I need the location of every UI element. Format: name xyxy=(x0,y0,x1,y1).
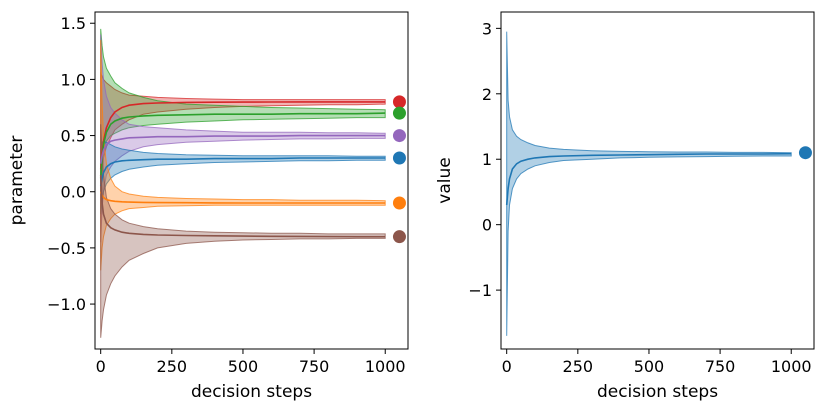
right-x-axis-ticks: 0 250 500 750 1000 xyxy=(502,349,812,376)
right-blue-band xyxy=(506,31,792,336)
left-x-axis-label: decision steps xyxy=(191,382,312,402)
left-green-target-point xyxy=(392,106,406,120)
left-x-tick-label: 0 xyxy=(96,357,106,376)
right-chart-panel: 0 250 500 750 1000 −1 0 1 2 3 decision steps val… xyxy=(435,11,815,402)
left-brown-target-point xyxy=(392,230,406,244)
right-y-axis-label: value xyxy=(435,157,455,203)
left-x-tick-label: 500 xyxy=(228,357,259,376)
right-blue-target-point xyxy=(798,146,812,160)
left-y-tick-label: −1.0 xyxy=(47,295,86,314)
left-green-line xyxy=(99,112,386,179)
left-chart-panel: 0 250 500 750 1000 −1.0 −0.5 0.0 0.5 1.0 1.5 deci… xyxy=(7,11,409,402)
right-x-tick-label: 250 xyxy=(563,357,594,376)
left-orange-target-point xyxy=(392,196,406,210)
left-x-tick-label: 1000 xyxy=(365,357,406,376)
left-x-axis-ticks: 0 250 500 750 1000 xyxy=(96,349,406,376)
left-x-tick-label: 750 xyxy=(299,357,330,376)
left-red-line xyxy=(99,101,386,170)
left-y-axis-label: parameter xyxy=(7,136,27,226)
left-purple-target-point xyxy=(392,129,406,143)
left-orange-line xyxy=(99,191,386,204)
right-y-axis-ticks: −1 0 1 2 3 xyxy=(468,19,501,300)
right-x-tick-label: 0 xyxy=(502,357,512,376)
left-purple-band xyxy=(100,34,386,243)
right-x-tick-label: 500 xyxy=(634,357,665,376)
right-y-tick-label: −1 xyxy=(468,281,492,300)
left-y-tick-label: 0.5 xyxy=(61,127,86,146)
left-purple-line xyxy=(99,134,386,164)
left-y-tick-label: 1.0 xyxy=(61,70,86,89)
right-x-tick-label: 750 xyxy=(705,357,736,376)
right-axes-frame xyxy=(500,11,815,350)
right-plot-area xyxy=(505,31,812,336)
left-blue-target-point xyxy=(392,151,406,165)
right-y-tick-label: 1 xyxy=(482,150,492,169)
left-red-target-point xyxy=(392,95,406,109)
right-y-tick-label: 2 xyxy=(482,85,492,104)
left-brown-band xyxy=(100,124,386,338)
left-x-tick-label: 250 xyxy=(157,357,188,376)
left-axes-frame xyxy=(94,11,409,350)
left-y-tick-label: 1.5 xyxy=(61,14,86,33)
left-blue-line xyxy=(99,157,386,187)
right-blue-line xyxy=(505,152,792,206)
left-brown-line xyxy=(99,174,386,238)
right-x-tick-label: 1000 xyxy=(771,357,812,376)
right-y-tick-label: 0 xyxy=(482,216,492,235)
right-y-tick-label: 3 xyxy=(482,19,492,38)
left-green-band xyxy=(100,28,386,192)
left-y-axis-ticks: −1.0 −0.5 0.0 0.5 1.0 1.5 xyxy=(47,14,95,314)
left-y-tick-label: −0.5 xyxy=(47,239,86,258)
right-x-axis-label: decision steps xyxy=(597,382,718,402)
left-plot-area xyxy=(99,28,406,338)
left-y-tick-label: 0.0 xyxy=(61,183,86,202)
